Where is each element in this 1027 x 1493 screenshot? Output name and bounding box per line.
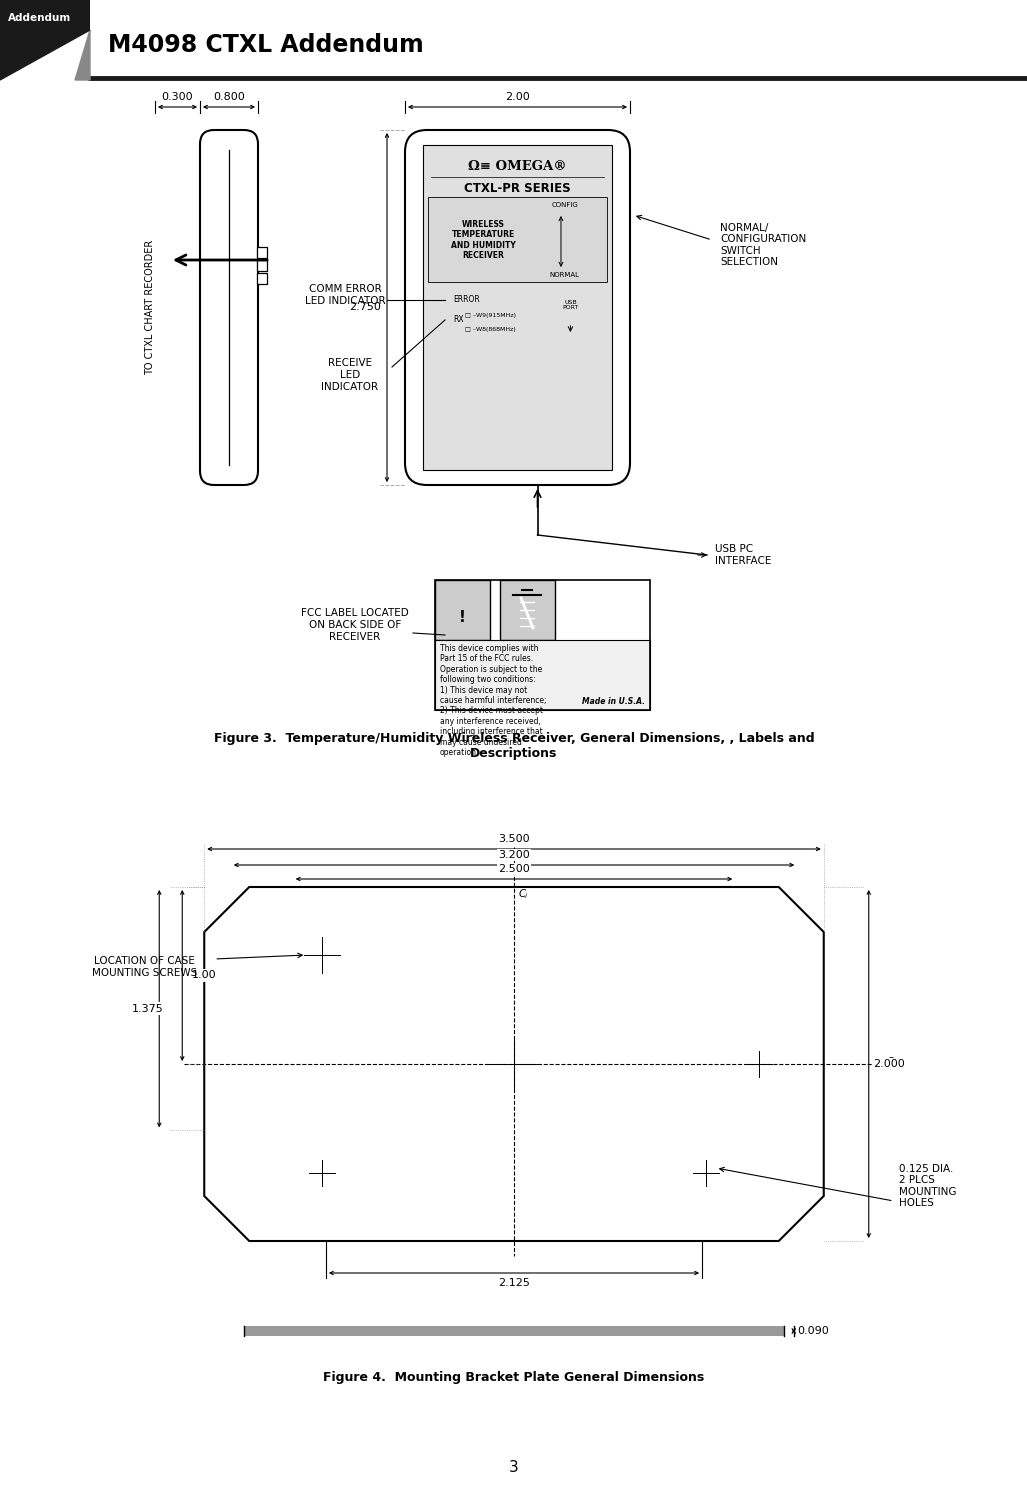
Text: 0.090: 0.090 xyxy=(798,1326,830,1336)
Bar xyxy=(257,273,267,284)
Text: 1.00: 1.00 xyxy=(192,970,217,981)
Text: !: ! xyxy=(459,611,465,626)
Circle shape xyxy=(440,315,450,325)
Circle shape xyxy=(696,1165,715,1182)
Circle shape xyxy=(506,1057,522,1072)
Text: □ –W9(915MHz): □ –W9(915MHz) xyxy=(465,314,516,318)
Circle shape xyxy=(589,1165,608,1182)
Text: 0.800: 0.800 xyxy=(214,93,244,102)
Circle shape xyxy=(492,1042,536,1085)
Text: Addendum: Addendum xyxy=(8,13,71,22)
Polygon shape xyxy=(445,588,479,629)
Text: RECEIVE
LED
INDICATOR: RECEIVE LED INDICATOR xyxy=(321,358,379,391)
Bar xyxy=(428,197,607,282)
Text: Cⱼ: Cⱼ xyxy=(519,888,528,899)
Text: □ –W8(868MHz): □ –W8(868MHz) xyxy=(465,327,516,333)
Polygon shape xyxy=(558,211,565,219)
Text: CTXL-PR SERIES: CTXL-PR SERIES xyxy=(464,182,571,196)
Bar xyxy=(435,640,650,711)
Text: Figure 4.  Mounting Bracket Plate General Dimensions: Figure 4. Mounting Bracket Plate General… xyxy=(324,1371,705,1384)
Text: NORMAL/
CONFIGURATION
SWITCH
SELECTION: NORMAL/ CONFIGURATION SWITCH SELECTION xyxy=(720,222,806,267)
Text: 2.125: 2.125 xyxy=(498,1278,530,1288)
Polygon shape xyxy=(75,30,90,81)
Circle shape xyxy=(420,947,438,964)
Polygon shape xyxy=(204,887,824,1241)
Text: 3.200: 3.200 xyxy=(498,850,530,860)
Text: RX: RX xyxy=(453,315,463,324)
Circle shape xyxy=(756,1062,762,1067)
Text: ERROR: ERROR xyxy=(453,296,480,305)
Text: 2.000: 2.000 xyxy=(873,1059,905,1069)
Bar xyxy=(0,0,90,30)
Bar xyxy=(500,579,555,640)
Text: 0.300: 0.300 xyxy=(161,93,193,102)
Polygon shape xyxy=(0,30,90,81)
Text: 2.00: 2.00 xyxy=(505,93,530,102)
Text: This device complies with
Part 15 of the FCC rules.
Operation is subject to the
: This device complies with Part 15 of the… xyxy=(440,643,546,757)
Text: Made in U.S.A.: Made in U.S.A. xyxy=(582,697,645,706)
Text: FCC LABEL LOCATED
ON BACK SIDE OF
RECEIVER: FCC LABEL LOCATED ON BACK SIDE OF RECEIV… xyxy=(301,609,409,642)
Bar xyxy=(435,579,650,711)
Circle shape xyxy=(589,947,608,964)
Text: LOCATION OF CASE
MOUNTING SCREWS: LOCATION OF CASE MOUNTING SCREWS xyxy=(91,956,197,978)
Text: Cⱼ: Cⱼ xyxy=(886,1057,896,1067)
Bar xyxy=(257,246,267,258)
Circle shape xyxy=(272,1057,287,1070)
Text: USB
PORT: USB PORT xyxy=(563,300,578,311)
Text: Cⱼ: Cⱼ xyxy=(517,850,526,860)
Bar xyxy=(423,145,612,470)
Circle shape xyxy=(440,296,450,305)
Circle shape xyxy=(317,950,328,960)
Text: CONFIG: CONFIG xyxy=(551,202,578,208)
Text: 2.750: 2.750 xyxy=(349,303,381,312)
Text: Figure 3.  Temperature/Humidity Wireless Receiver, General Dimensions, , Labels : Figure 3. Temperature/Humidity Wireless … xyxy=(214,732,814,760)
Text: M4098 CTXL Addendum: M4098 CTXL Addendum xyxy=(108,33,424,57)
Text: 3.500: 3.500 xyxy=(498,835,530,844)
Circle shape xyxy=(420,1165,438,1182)
Text: 0.125 DIA.
2 PLCS
MOUNTING
HOLES: 0.125 DIA. 2 PLCS MOUNTING HOLES xyxy=(899,1163,956,1208)
Circle shape xyxy=(702,1171,709,1176)
Circle shape xyxy=(308,941,336,969)
Text: Ω≡ OMEGA®: Ω≡ OMEGA® xyxy=(468,161,567,173)
Text: USB PC
INTERFACE: USB PC INTERFACE xyxy=(715,545,771,566)
Circle shape xyxy=(313,1165,332,1182)
Bar xyxy=(257,260,267,272)
Text: 1.375: 1.375 xyxy=(131,1003,163,1014)
Polygon shape xyxy=(516,596,538,632)
Text: 2.500: 2.500 xyxy=(498,864,530,873)
Circle shape xyxy=(750,1056,768,1073)
Bar xyxy=(244,1326,784,1336)
Text: NORMAL: NORMAL xyxy=(549,272,580,278)
Text: COMM ERROR
LED INDICATOR: COMM ERROR LED INDICATOR xyxy=(305,284,385,306)
Text: 3: 3 xyxy=(509,1460,519,1475)
Text: WIRELESS
TEMPERATURE
AND HUMIDITY
RECEIVER: WIRELESS TEMPERATURE AND HUMIDITY RECEIV… xyxy=(451,219,516,260)
Circle shape xyxy=(319,1171,326,1176)
Bar xyxy=(435,579,490,640)
Text: TO CTXL CHART RECORDER: TO CTXL CHART RECORDER xyxy=(145,240,155,375)
